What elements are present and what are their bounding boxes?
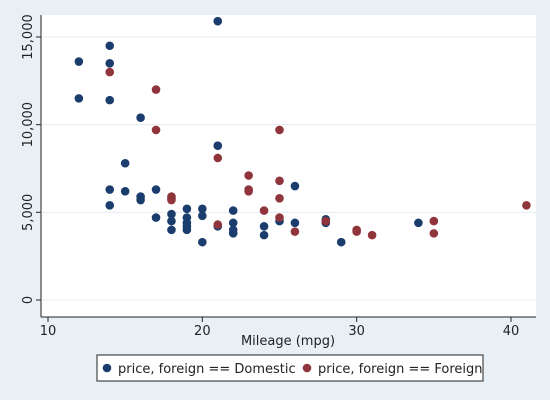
plot-area bbox=[41, 15, 536, 317]
y-tick-label: 10,000 bbox=[21, 102, 36, 147]
domestic-point bbox=[74, 94, 84, 103]
legend-label-domestic: price, foreign == Domestic bbox=[118, 362, 296, 377]
foreign-point bbox=[522, 201, 531, 210]
foreign-point bbox=[167, 195, 176, 205]
legend-box bbox=[96, 354, 484, 382]
domestic-point bbox=[259, 230, 269, 240]
domestic-point bbox=[136, 113, 145, 122]
domestic-point bbox=[151, 185, 161, 194]
y-tick-label: 0 bbox=[21, 296, 36, 304]
foreign-point bbox=[105, 67, 115, 77]
foreign-point bbox=[275, 176, 284, 186]
foreign-point bbox=[244, 171, 253, 180]
x-ticks: 10 20 30 40 bbox=[40, 317, 520, 339]
domestic-point bbox=[105, 185, 115, 194]
domestic-point bbox=[290, 181, 300, 191]
domestic-point bbox=[198, 237, 207, 247]
foreign-point bbox=[213, 220, 223, 229]
domestic-point bbox=[198, 204, 207, 214]
domestic-point bbox=[167, 216, 176, 226]
x-tick-label: 20 bbox=[194, 324, 211, 339]
axes bbox=[40, 15, 536, 318]
domestic-point bbox=[120, 186, 130, 196]
x-tick-label: 10 bbox=[40, 324, 57, 339]
foreign-point bbox=[275, 194, 284, 203]
legend-marker-foreign bbox=[302, 363, 312, 373]
domestic-point bbox=[151, 213, 161, 222]
foreign-point bbox=[259, 206, 269, 215]
legend-marker-domestic bbox=[102, 363, 112, 373]
domestic-point bbox=[167, 209, 176, 219]
domestic-point bbox=[105, 59, 115, 68]
legend-label-foreign: price, foreign == Foreign bbox=[318, 362, 483, 377]
y-tick-label: 15,000 bbox=[21, 14, 36, 60]
foreign-point bbox=[151, 125, 161, 135]
foreign-point bbox=[352, 227, 361, 236]
y-ticks: 0 5,000 10,000 15,000 bbox=[21, 14, 41, 304]
domestic-point bbox=[105, 41, 115, 51]
y-tick-label: 5,000 bbox=[21, 194, 36, 231]
domestic-point bbox=[105, 95, 115, 105]
foreign-point bbox=[429, 216, 439, 226]
foreign-point bbox=[290, 227, 300, 236]
domestic-point bbox=[228, 206, 238, 215]
x-tick-label: 40 bbox=[503, 324, 520, 339]
data-points bbox=[74, 16, 531, 247]
foreign-point bbox=[321, 216, 331, 226]
domestic-point bbox=[136, 195, 145, 205]
domestic-point bbox=[336, 237, 346, 247]
domestic-point bbox=[74, 57, 84, 66]
foreign-point bbox=[275, 125, 284, 135]
foreign-point bbox=[244, 186, 253, 196]
domestic-point bbox=[213, 16, 223, 26]
domestic-point bbox=[120, 158, 130, 168]
foreign-point bbox=[275, 213, 284, 222]
foreign-point bbox=[429, 229, 439, 238]
foreign-point bbox=[213, 153, 223, 163]
foreign-point bbox=[367, 230, 377, 240]
domestic-point bbox=[213, 141, 223, 151]
domestic-point bbox=[290, 218, 300, 228]
domestic-point bbox=[228, 218, 238, 228]
legend: price, foreign == Domestic price, foreig… bbox=[96, 354, 484, 382]
x-axis-title: Mileage (mpg) bbox=[241, 334, 335, 349]
domestic-point bbox=[182, 225, 192, 235]
foreign-point bbox=[151, 85, 161, 94]
domestic-point bbox=[182, 204, 192, 214]
x-tick-label: 30 bbox=[348, 324, 365, 339]
domestic-point bbox=[414, 218, 423, 228]
grid-lines bbox=[42, 36, 536, 301]
domestic-point bbox=[167, 225, 176, 235]
domestic-point bbox=[228, 229, 238, 238]
domestic-point bbox=[259, 222, 269, 231]
domestic-point bbox=[105, 201, 115, 210]
domestic-point bbox=[198, 211, 207, 221]
